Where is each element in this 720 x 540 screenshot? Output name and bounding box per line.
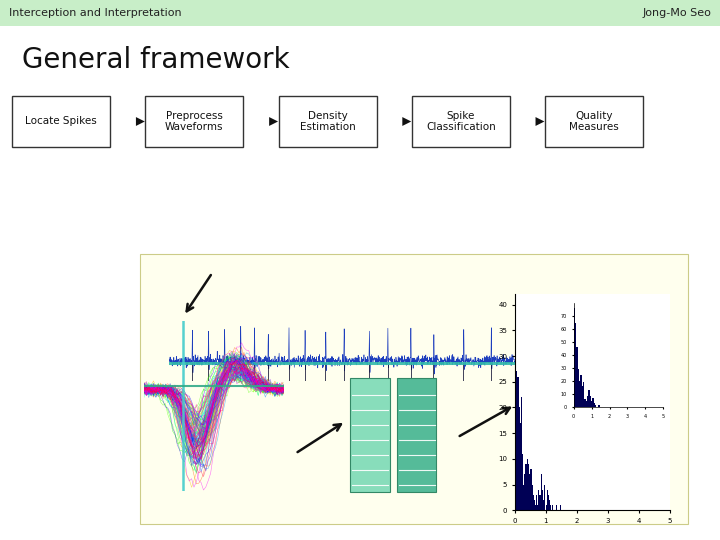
Bar (544, 484, 545, 510)
Bar (0, 24, 720, 25)
Bar (140, 254, 688, 524)
Bar (522, 454, 523, 510)
Bar (519, 408, 521, 510)
Bar (535, 505, 536, 510)
Bar (526, 464, 527, 510)
Bar (0, 24, 720, 25)
FancyBboxPatch shape (545, 96, 643, 147)
Bar (397, 377, 436, 492)
Bar (525, 464, 526, 510)
Bar (0, 24, 720, 25)
Text: General framework: General framework (22, 46, 289, 74)
Bar (0, 25, 720, 26)
Bar (0, 25, 720, 26)
Bar (527, 459, 528, 510)
Bar (0, 25, 720, 26)
Bar (350, 377, 390, 492)
Bar (543, 500, 544, 510)
Bar (540, 495, 541, 510)
Bar (0, 25, 720, 26)
Bar (0, 24, 720, 25)
Bar (530, 469, 531, 510)
Bar (0, 25, 720, 26)
Text: Spike
Classification: Spike Classification (426, 111, 495, 132)
Text: Jong-Mo Seo: Jong-Mo Seo (642, 8, 711, 18)
Bar (0, 25, 720, 26)
FancyBboxPatch shape (279, 96, 377, 147)
Bar (534, 500, 535, 510)
Bar (539, 495, 540, 510)
Text: Density
Estimation: Density Estimation (300, 111, 356, 132)
Bar (0, 24, 720, 25)
Bar (548, 495, 549, 510)
Bar (537, 505, 538, 510)
Bar (532, 484, 534, 510)
Bar (0, 24, 720, 25)
Bar (524, 474, 525, 510)
Bar (517, 376, 518, 510)
Bar (518, 402, 519, 510)
Text: Interception and Interpretation: Interception and Interpretation (9, 8, 181, 18)
Bar (523, 484, 524, 510)
Bar (0, 25, 720, 26)
Text: Locate Spikes: Locate Spikes (25, 117, 97, 126)
Bar (531, 469, 532, 510)
Bar (0, 24, 720, 25)
Bar (0, 24, 720, 25)
Bar (560, 505, 561, 510)
Bar (538, 490, 539, 510)
Bar (528, 474, 530, 510)
Bar (547, 490, 548, 510)
Bar (521, 397, 522, 510)
FancyBboxPatch shape (145, 96, 243, 147)
Bar (0, 25, 720, 26)
Bar (0, 25, 720, 26)
Bar (516, 372, 517, 510)
Bar (0, 24, 720, 25)
Bar (515, 305, 516, 510)
Bar (541, 490, 543, 510)
Bar (552, 505, 553, 510)
Bar (0, 0, 720, 26)
Bar (0, 24, 720, 25)
Bar (536, 495, 537, 510)
Bar (550, 505, 551, 510)
Text: Preprocess
Waveforms: Preprocess Waveforms (165, 111, 224, 132)
Text: Quality
Measures: Quality Measures (569, 111, 619, 132)
Bar (0, 24, 720, 25)
FancyBboxPatch shape (412, 96, 510, 147)
FancyBboxPatch shape (12, 96, 110, 147)
Bar (546, 505, 547, 510)
Bar (0, 25, 720, 26)
Bar (549, 500, 550, 510)
Bar (0, 24, 720, 25)
